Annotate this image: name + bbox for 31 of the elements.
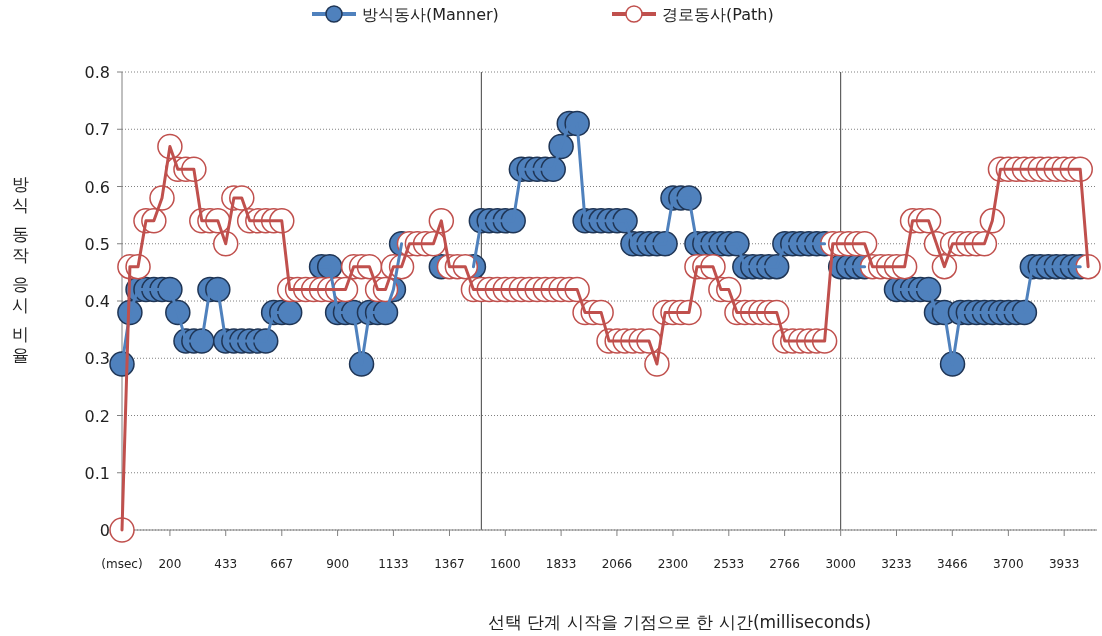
- y-tick-label: 0.5: [84, 234, 110, 254]
- x-tick-label: 1367: [434, 557, 465, 571]
- y-tick-label: 0.2: [84, 406, 110, 426]
- x-tick-label: 1833: [545, 557, 577, 571]
- x-tick-label: 900: [326, 557, 350, 571]
- x-axis-title: 선택 단계 시작을 기점으로 한 시간(milliseconds): [487, 612, 872, 632]
- y-tick-label: 0.8: [84, 63, 110, 82]
- x-tick-label: 3933: [1048, 557, 1080, 571]
- x-tick-label: 3466: [937, 557, 968, 571]
- x-tick-label: 667: [270, 557, 294, 571]
- x-tick-label: 3233: [881, 557, 912, 571]
- x-tick-label: 2766: [769, 557, 800, 571]
- x-tick-label: 1133: [378, 557, 409, 571]
- y-tick-label: 0.6: [84, 177, 110, 197]
- y-tick-label: 0: [99, 521, 110, 540]
- x-tick-label: 1600: [490, 557, 521, 571]
- y-tick-label: 0.4: [84, 292, 110, 311]
- x-tick-label: 2300: [657, 557, 689, 571]
- x-tick-label: 3700: [993, 557, 1024, 571]
- legend-label: 방식동사(Manner): [362, 5, 499, 24]
- y-tick-label: 0.1: [84, 463, 110, 483]
- x-tick-label: 2533: [713, 557, 745, 571]
- legend-label: 경로동사(Path): [662, 5, 774, 24]
- x-tick-label: 200: [158, 557, 182, 571]
- x-tick-label: 3000: [825, 557, 856, 571]
- x-tick-label: 2066: [601, 557, 633, 571]
- x-tick-label: (msec): [101, 557, 143, 571]
- x-tick-label: 433: [214, 557, 238, 571]
- y-tick-label: 0.7: [84, 120, 110, 140]
- y-axis-title: 방식 동작 응시 비율: [11, 174, 29, 365]
- y-tick-label: 0.3: [84, 349, 110, 369]
